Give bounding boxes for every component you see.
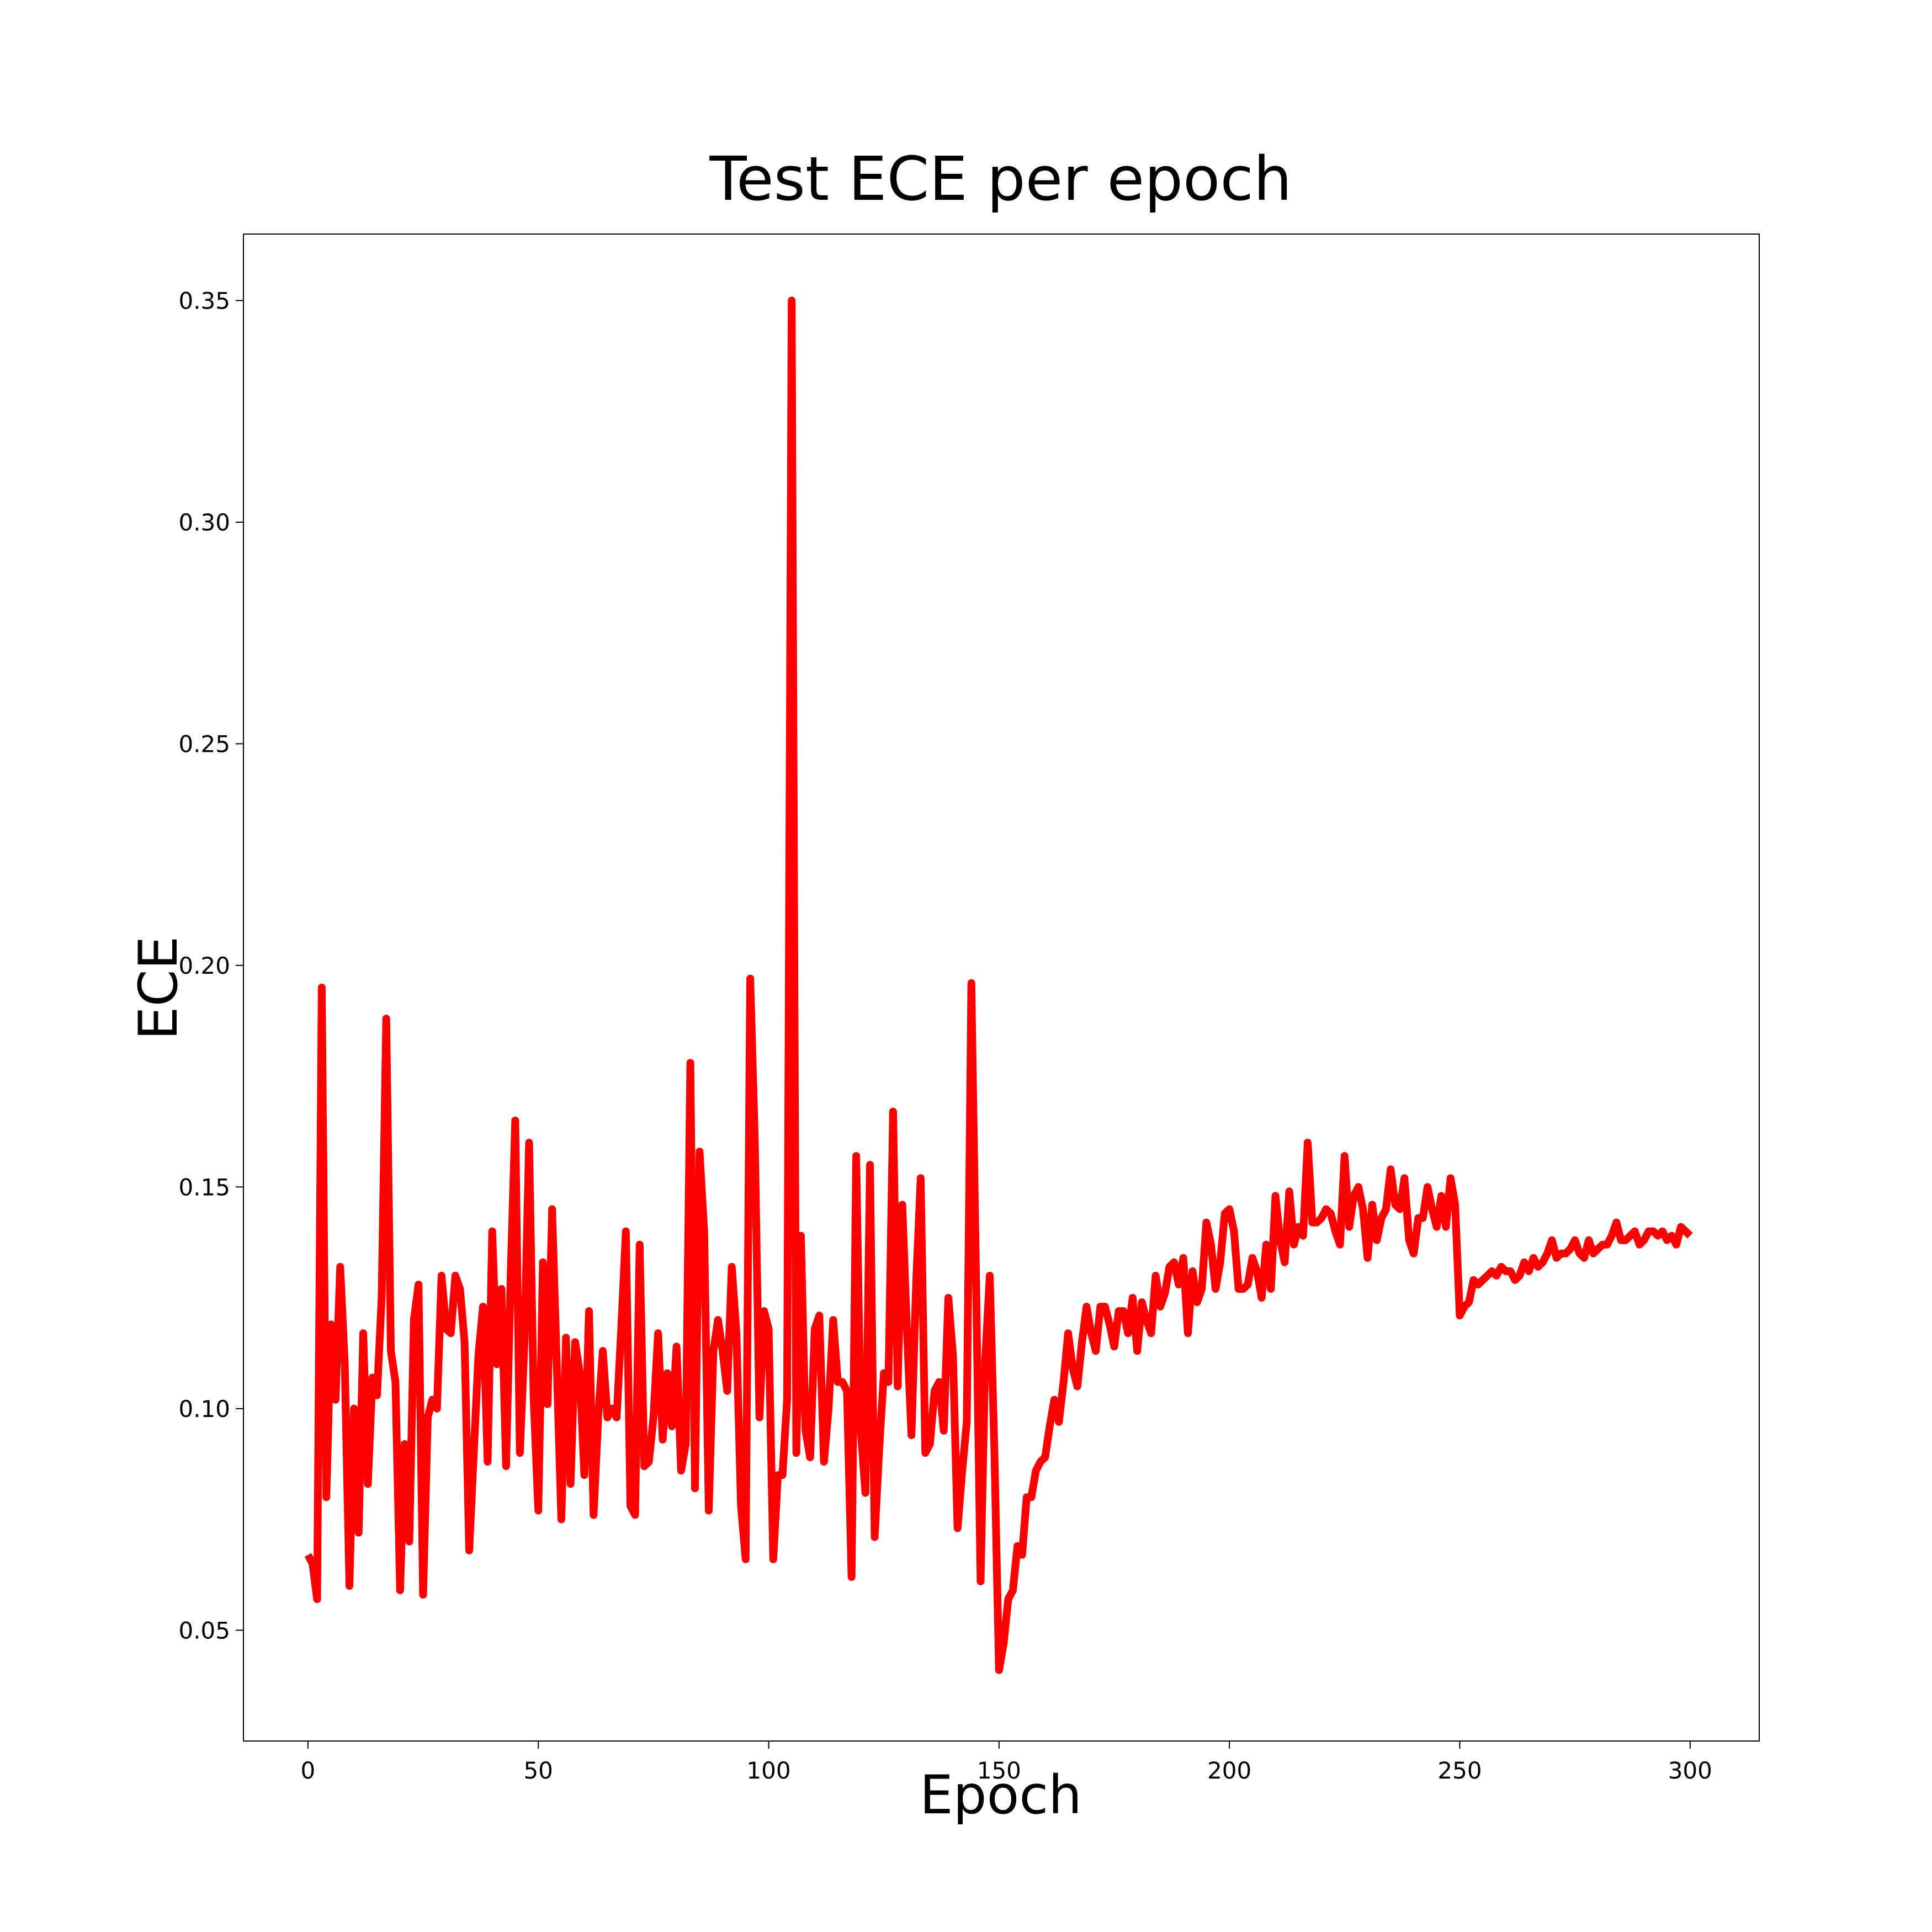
y-tick-label: 0.25 — [178, 730, 230, 757]
x-axis-ticks: 0 50 100 150 200 250 300 — [300, 1741, 1712, 1784]
x-axis-label: Epoch — [920, 1764, 1082, 1826]
y-axis-label: ECE — [128, 936, 189, 1040]
x-tick-label: 100 — [746, 1757, 790, 1784]
y-axis-ticks: 0.05 0.10 0.15 0.20 0.25 0.30 0.35 — [178, 287, 243, 1644]
y-tick-label: 0.05 — [178, 1617, 230, 1644]
y-tick-label: 0.10 — [178, 1395, 230, 1423]
x-tick-label: 50 — [523, 1757, 553, 1784]
plot-frame — [243, 233, 1760, 1742]
series-line-0 — [304, 296, 1693, 1674]
y-tick-label: 0.35 — [178, 287, 230, 314]
x-tick-label: 0 — [300, 1757, 315, 1784]
x-tick-label: 150 — [977, 1757, 1021, 1784]
x-tick-label: 200 — [1207, 1757, 1251, 1784]
chart-title: Test ECE per epoch — [709, 144, 1292, 214]
x-tick-label: 300 — [1668, 1757, 1712, 1784]
y-tick-label: 0.30 — [178, 509, 230, 536]
x-tick-label: 250 — [1437, 1757, 1482, 1784]
plot-area — [304, 296, 1693, 1674]
y-tick-label: 0.15 — [178, 1174, 230, 1201]
y-tick-label: 0.20 — [178, 952, 230, 979]
